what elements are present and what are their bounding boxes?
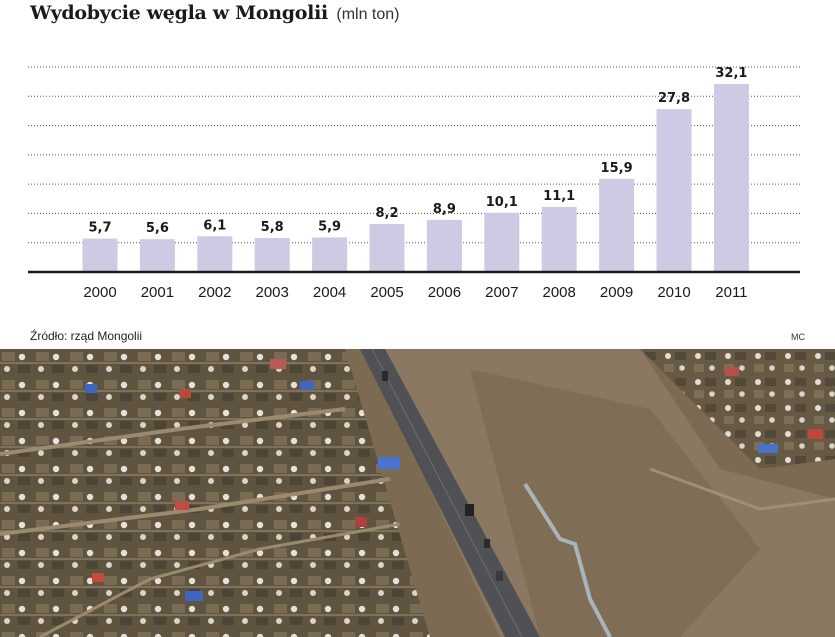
bar-2007 — [484, 212, 520, 272]
x-tick-labels: 2000 2001 2002 2003 2004 2005 2006 2007 2008 2009… — [83, 284, 747, 301]
value-label-2001: 5,6 — [146, 221, 169, 236]
bar-2011 — [713, 83, 749, 272]
bar-2008 — [541, 206, 577, 272]
value-label-2009: 15,9 — [601, 161, 633, 176]
chart-unit: (mln ton) — [336, 6, 400, 23]
author-credit: MC — [791, 332, 805, 342]
x-tick-2011: 2011 — [715, 284, 747, 301]
aerial-photo — [0, 349, 835, 637]
value-label-2003: 5,8 — [261, 220, 284, 235]
chart-title: Wydobycie węgla w Mongolii — [30, 2, 328, 24]
x-tick-2002: 2002 — [198, 284, 231, 301]
bar-2009 — [599, 178, 635, 272]
value-label-2005: 8,2 — [375, 206, 398, 221]
x-tick-2010: 2010 — [657, 284, 690, 301]
x-tick-2001: 2001 — [141, 284, 174, 301]
x-tick-2009: 2009 — [600, 284, 633, 301]
bars — [82, 83, 749, 273]
bar-2002 — [197, 236, 233, 272]
bar-2004 — [312, 237, 348, 272]
value-label-2006: 8,9 — [433, 202, 456, 217]
x-tick-2006: 2006 — [428, 284, 461, 301]
bar-chart: 5,7 5,6 6,1 5,8 5,9 8,2 8,9 10,1 11,1 15,9 27,8 32,… — [28, 66, 800, 301]
value-labels: 5,7 5,6 6,1 5,8 5,9 8,2 8,9 10,1 11,1 15,9 27,8 32,… — [88, 66, 747, 236]
bar-2003 — [254, 238, 290, 272]
x-tick-2007: 2007 — [485, 284, 518, 301]
value-label-2008: 11,1 — [543, 189, 575, 204]
value-label-2010: 27,8 — [658, 91, 690, 106]
value-label-2000: 5,7 — [88, 221, 111, 236]
value-label-2004: 5,9 — [318, 219, 341, 234]
value-label-2007: 10,1 — [486, 195, 518, 210]
x-tick-2004: 2004 — [313, 284, 346, 301]
x-tick-2005: 2005 — [370, 284, 403, 301]
value-label-2011: 32,1 — [715, 66, 747, 81]
x-tick-2008: 2008 — [543, 284, 576, 301]
chart-title-row: Wydobycie węgla w Mongolii (mln ton) — [30, 2, 400, 24]
x-tick-2003: 2003 — [256, 284, 289, 301]
bar-2005 — [369, 223, 405, 272]
source-note: Źródło: rząd Mongolii — [30, 329, 143, 343]
bar-2001 — [139, 239, 175, 272]
x-tick-2000: 2000 — [83, 284, 116, 301]
bar-2010 — [656, 109, 692, 273]
value-label-2002: 6,1 — [203, 218, 226, 233]
bar-2000 — [82, 238, 118, 272]
bar-2006 — [426, 219, 462, 272]
